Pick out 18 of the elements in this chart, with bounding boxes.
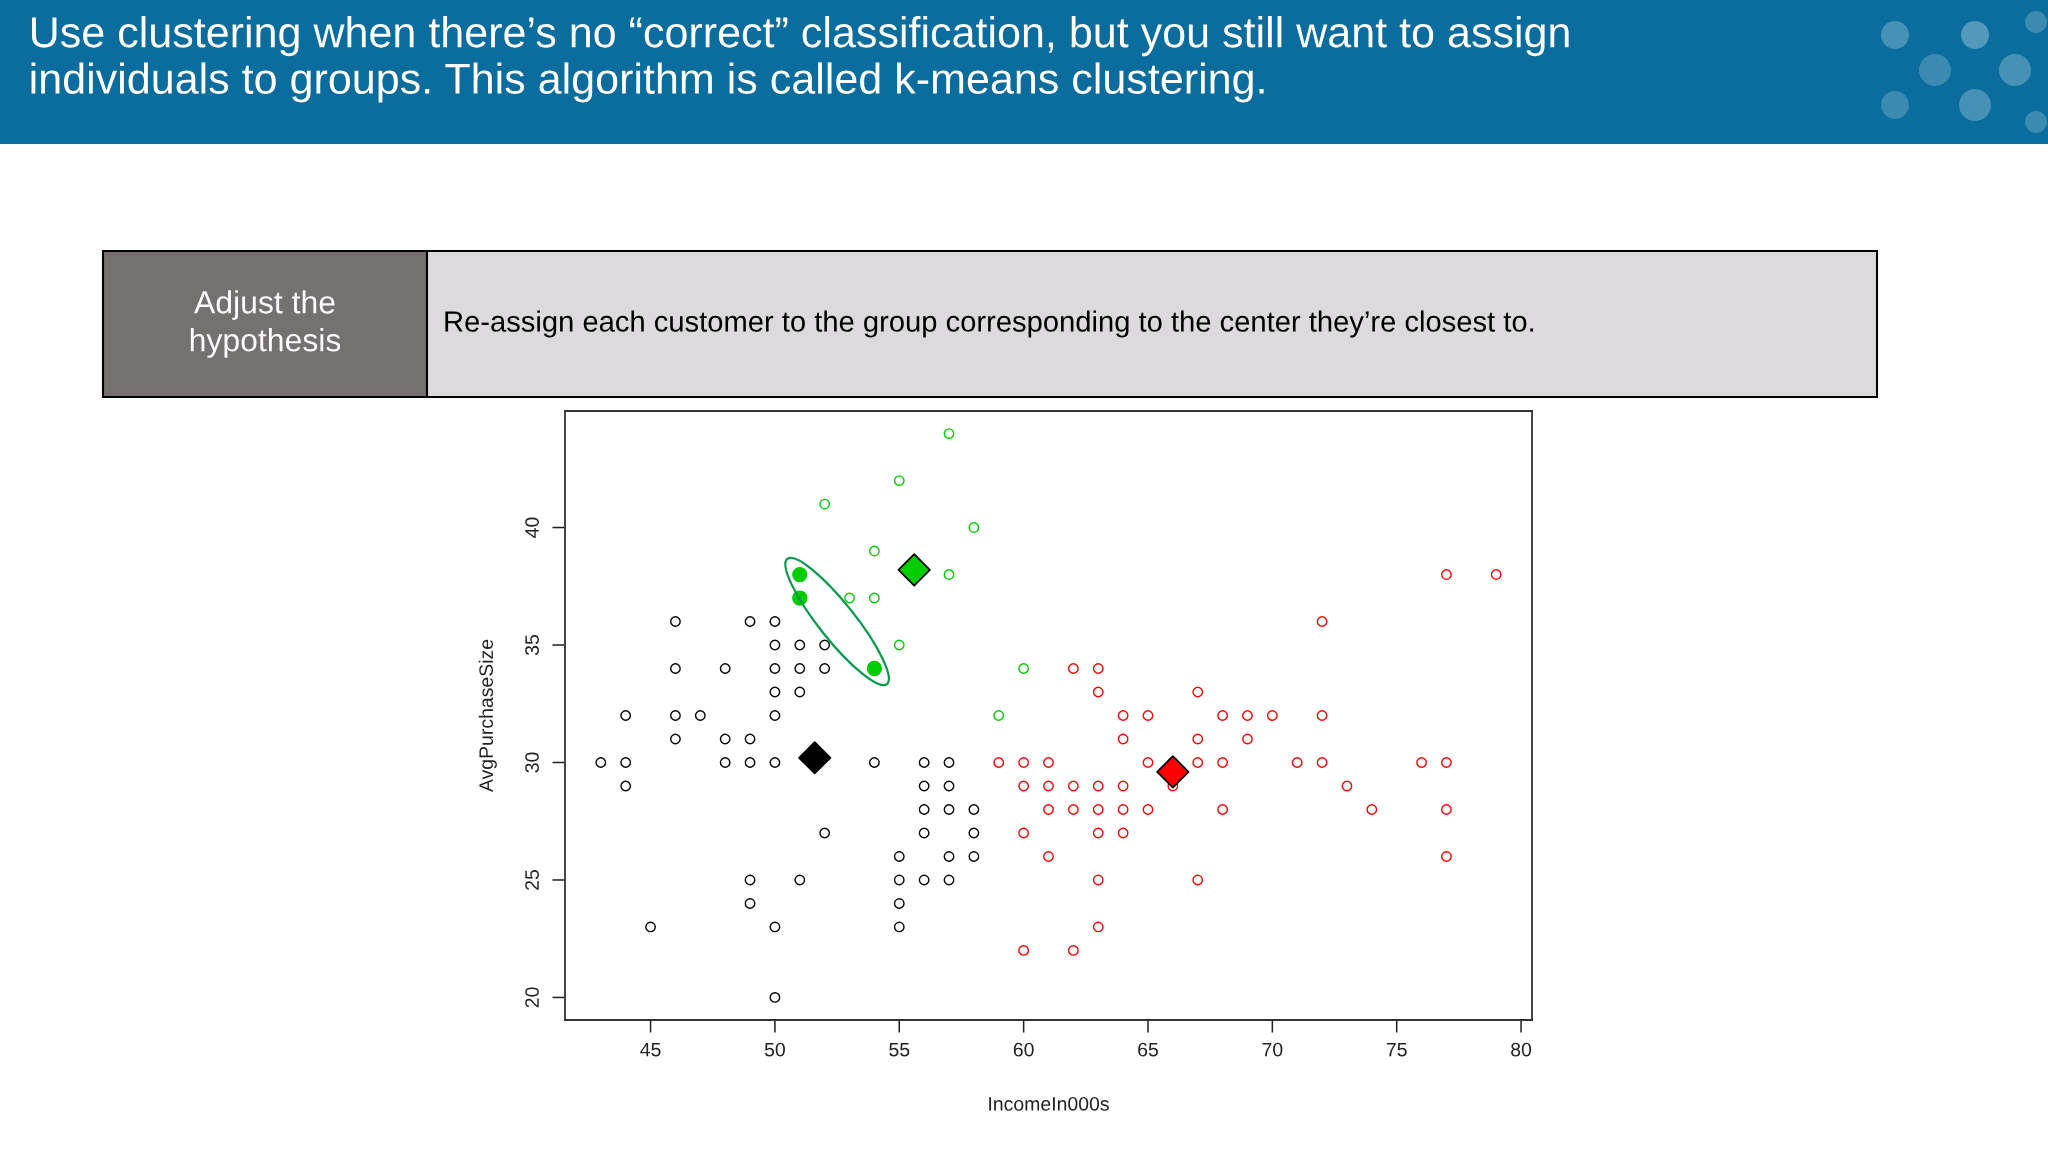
y-tick-label: 35 — [525, 635, 539, 656]
x-tick-label: 70 — [1262, 1042, 1283, 1057]
y-tick-label: 30 — [525, 752, 539, 773]
y-tick-label: 40 — [525, 517, 539, 538]
x-tick-label: 75 — [1386, 1042, 1407, 1057]
x-tick-label: 45 — [640, 1042, 661, 1057]
x-tick-label: 65 — [1138, 1042, 1158, 1057]
y-tick-label: 25 — [525, 869, 539, 890]
x-tick-label: 55 — [889, 1042, 910, 1057]
x-tick-label: 80 — [1511, 1042, 1532, 1057]
x-axis-title: IncomeIn000s — [989, 1096, 1109, 1111]
y-tick-label: 20 — [525, 987, 539, 1008]
x-tick-label: 60 — [1013, 1042, 1034, 1057]
text: Re-assign each customer to the group corresponding to the center they’re closest to. — [445, 310, 1534, 338]
y-axis-title: AvgPurchaseSize — [478, 639, 497, 793]
text: Adjust the hypothesis — [190, 290, 341, 358]
x-tick-label: 50 — [764, 1042, 785, 1057]
chart-title: Use clustering when there’s no “correct” classification, but you still want to assign individuals to groups. This algorithm is called k-means clustering. — [31, 16, 1569, 103]
